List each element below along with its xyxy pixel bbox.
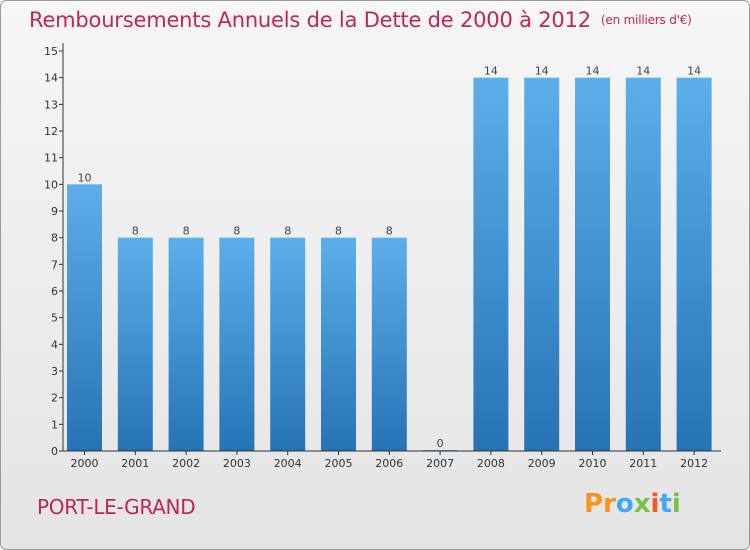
x-tick-label: 2009 — [528, 457, 556, 470]
x-tick-label: 2001 — [121, 457, 149, 470]
y-tick-label: 13 — [44, 98, 58, 111]
proxiti-logo: Proxiti — [584, 489, 681, 519]
y-tick-label: 4 — [51, 338, 58, 351]
x-tick-label: 2004 — [274, 457, 302, 470]
city-name: PORT-LE-GRAND — [37, 495, 196, 519]
data-label: 14 — [484, 65, 498, 78]
bar — [270, 237, 306, 451]
bar — [371, 237, 407, 451]
bar — [117, 237, 153, 451]
y-tick-label: 7 — [51, 258, 58, 271]
y-tick-label: 9 — [51, 205, 58, 218]
bar — [676, 77, 712, 452]
chart-title: Remboursements Annuels de la Dette de 20… — [29, 8, 692, 32]
logo-letter: i — [650, 489, 660, 519]
data-label: 8 — [284, 225, 291, 238]
logo-letter: o — [615, 489, 634, 519]
x-tick-label: 2011 — [629, 457, 657, 470]
y-tick-label: 11 — [44, 152, 58, 165]
y-tick-label: 3 — [51, 365, 58, 378]
logo-letter: t — [659, 489, 672, 519]
bar — [168, 237, 204, 451]
bar — [67, 184, 102, 452]
y-tick-label: 6 — [51, 285, 58, 298]
y-tick-label: 8 — [51, 232, 58, 245]
data-label: 14 — [535, 65, 549, 78]
y-tick-label: 5 — [51, 312, 58, 325]
bars-group — [67, 77, 712, 452]
data-label: 8 — [132, 225, 139, 238]
y-tick-label: 14 — [44, 72, 58, 85]
title-text: Remboursements Annuels de la Dette de 20… — [29, 8, 591, 32]
data-label: 14 — [586, 65, 600, 78]
bar — [575, 77, 610, 452]
data-label: 14 — [687, 65, 701, 78]
data-labels-group: 10 8 8 8 8 8 8 0 14 14 14 14 14 — [78, 65, 702, 450]
bar — [321, 237, 356, 451]
bar — [625, 77, 661, 452]
x-tick-label: 2002 — [172, 457, 200, 470]
logo-letter: x — [633, 489, 651, 519]
data-label: 8 — [335, 225, 342, 238]
x-tick-label: 2003 — [223, 457, 251, 470]
x-tick-label: 2000 — [71, 457, 99, 470]
data-label: 8 — [233, 225, 240, 238]
data-label: 10 — [78, 171, 92, 184]
bar — [219, 237, 255, 451]
x-tick-label: 2008 — [477, 457, 505, 470]
y-tick-label: 10 — [44, 178, 58, 191]
x-tick-label: 2007 — [426, 457, 454, 470]
logo-letter: P — [584, 489, 604, 519]
x-axis: 2000 2001 2002 2003 2004 2005 2006 2007 2008 2009… — [63, 450, 721, 470]
bar — [524, 77, 560, 452]
bar — [473, 77, 509, 452]
data-label: 14 — [636, 65, 650, 78]
x-tick-label: 2010 — [579, 457, 607, 470]
data-label: 0 — [437, 437, 444, 450]
y-tick-label: 12 — [44, 125, 58, 138]
y-tick-label: 15 — [44, 45, 58, 58]
logo-letter: r — [603, 489, 616, 519]
y-tick-label: 1 — [51, 418, 58, 431]
data-label: 8 — [183, 225, 190, 238]
x-tick-label: 2006 — [375, 457, 403, 470]
x-tick-label: 2012 — [680, 457, 708, 470]
x-tick-label: 2005 — [325, 457, 353, 470]
y-tick-label: 2 — [51, 392, 58, 405]
y-tick-label: 0 — [51, 445, 58, 458]
unit-label: (en milliers d'€) — [600, 13, 692, 27]
data-label: 8 — [386, 225, 393, 238]
logo-letter: i — [671, 489, 681, 519]
